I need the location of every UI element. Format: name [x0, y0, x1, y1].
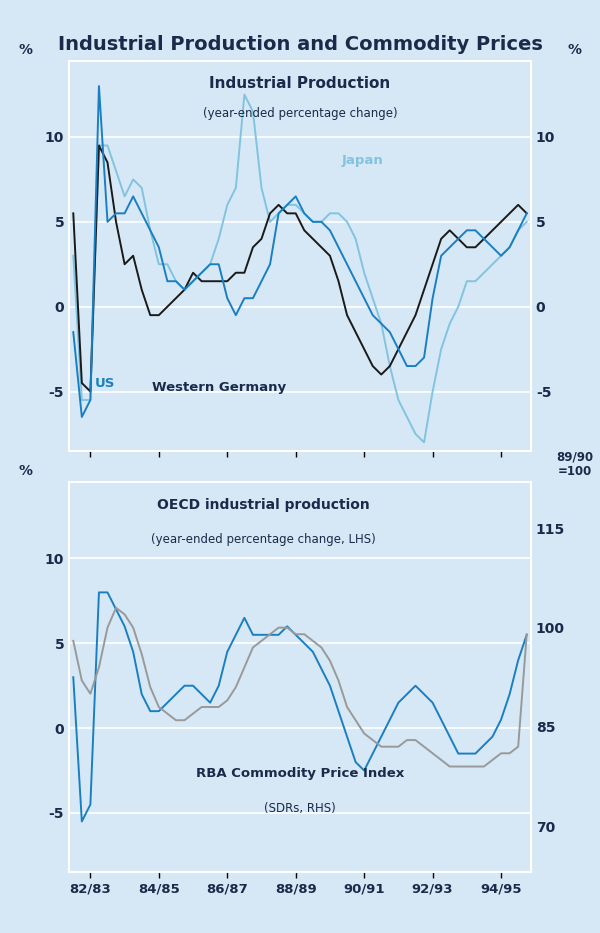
Text: Industrial Production: Industrial Production	[209, 77, 391, 91]
Text: US: US	[94, 377, 115, 390]
Text: RBA Commodity Price Index: RBA Commodity Price Index	[196, 767, 404, 780]
Text: Industrial Production and Commodity Prices: Industrial Production and Commodity Pric…	[58, 35, 542, 54]
Text: Japan: Japan	[341, 154, 383, 167]
Text: Western Germany: Western Germany	[152, 381, 286, 394]
Text: %: %	[18, 43, 32, 57]
Text: (year-ended percentage change): (year-ended percentage change)	[203, 107, 397, 120]
Text: OECD industrial production: OECD industrial production	[157, 497, 370, 511]
Text: 89/90
=100: 89/90 =100	[556, 451, 593, 479]
Text: (SDRs, RHS): (SDRs, RHS)	[264, 802, 336, 815]
Text: %: %	[18, 465, 32, 479]
Text: %: %	[568, 43, 582, 57]
Text: (year-ended percentage change, LHS): (year-ended percentage change, LHS)	[151, 533, 376, 546]
